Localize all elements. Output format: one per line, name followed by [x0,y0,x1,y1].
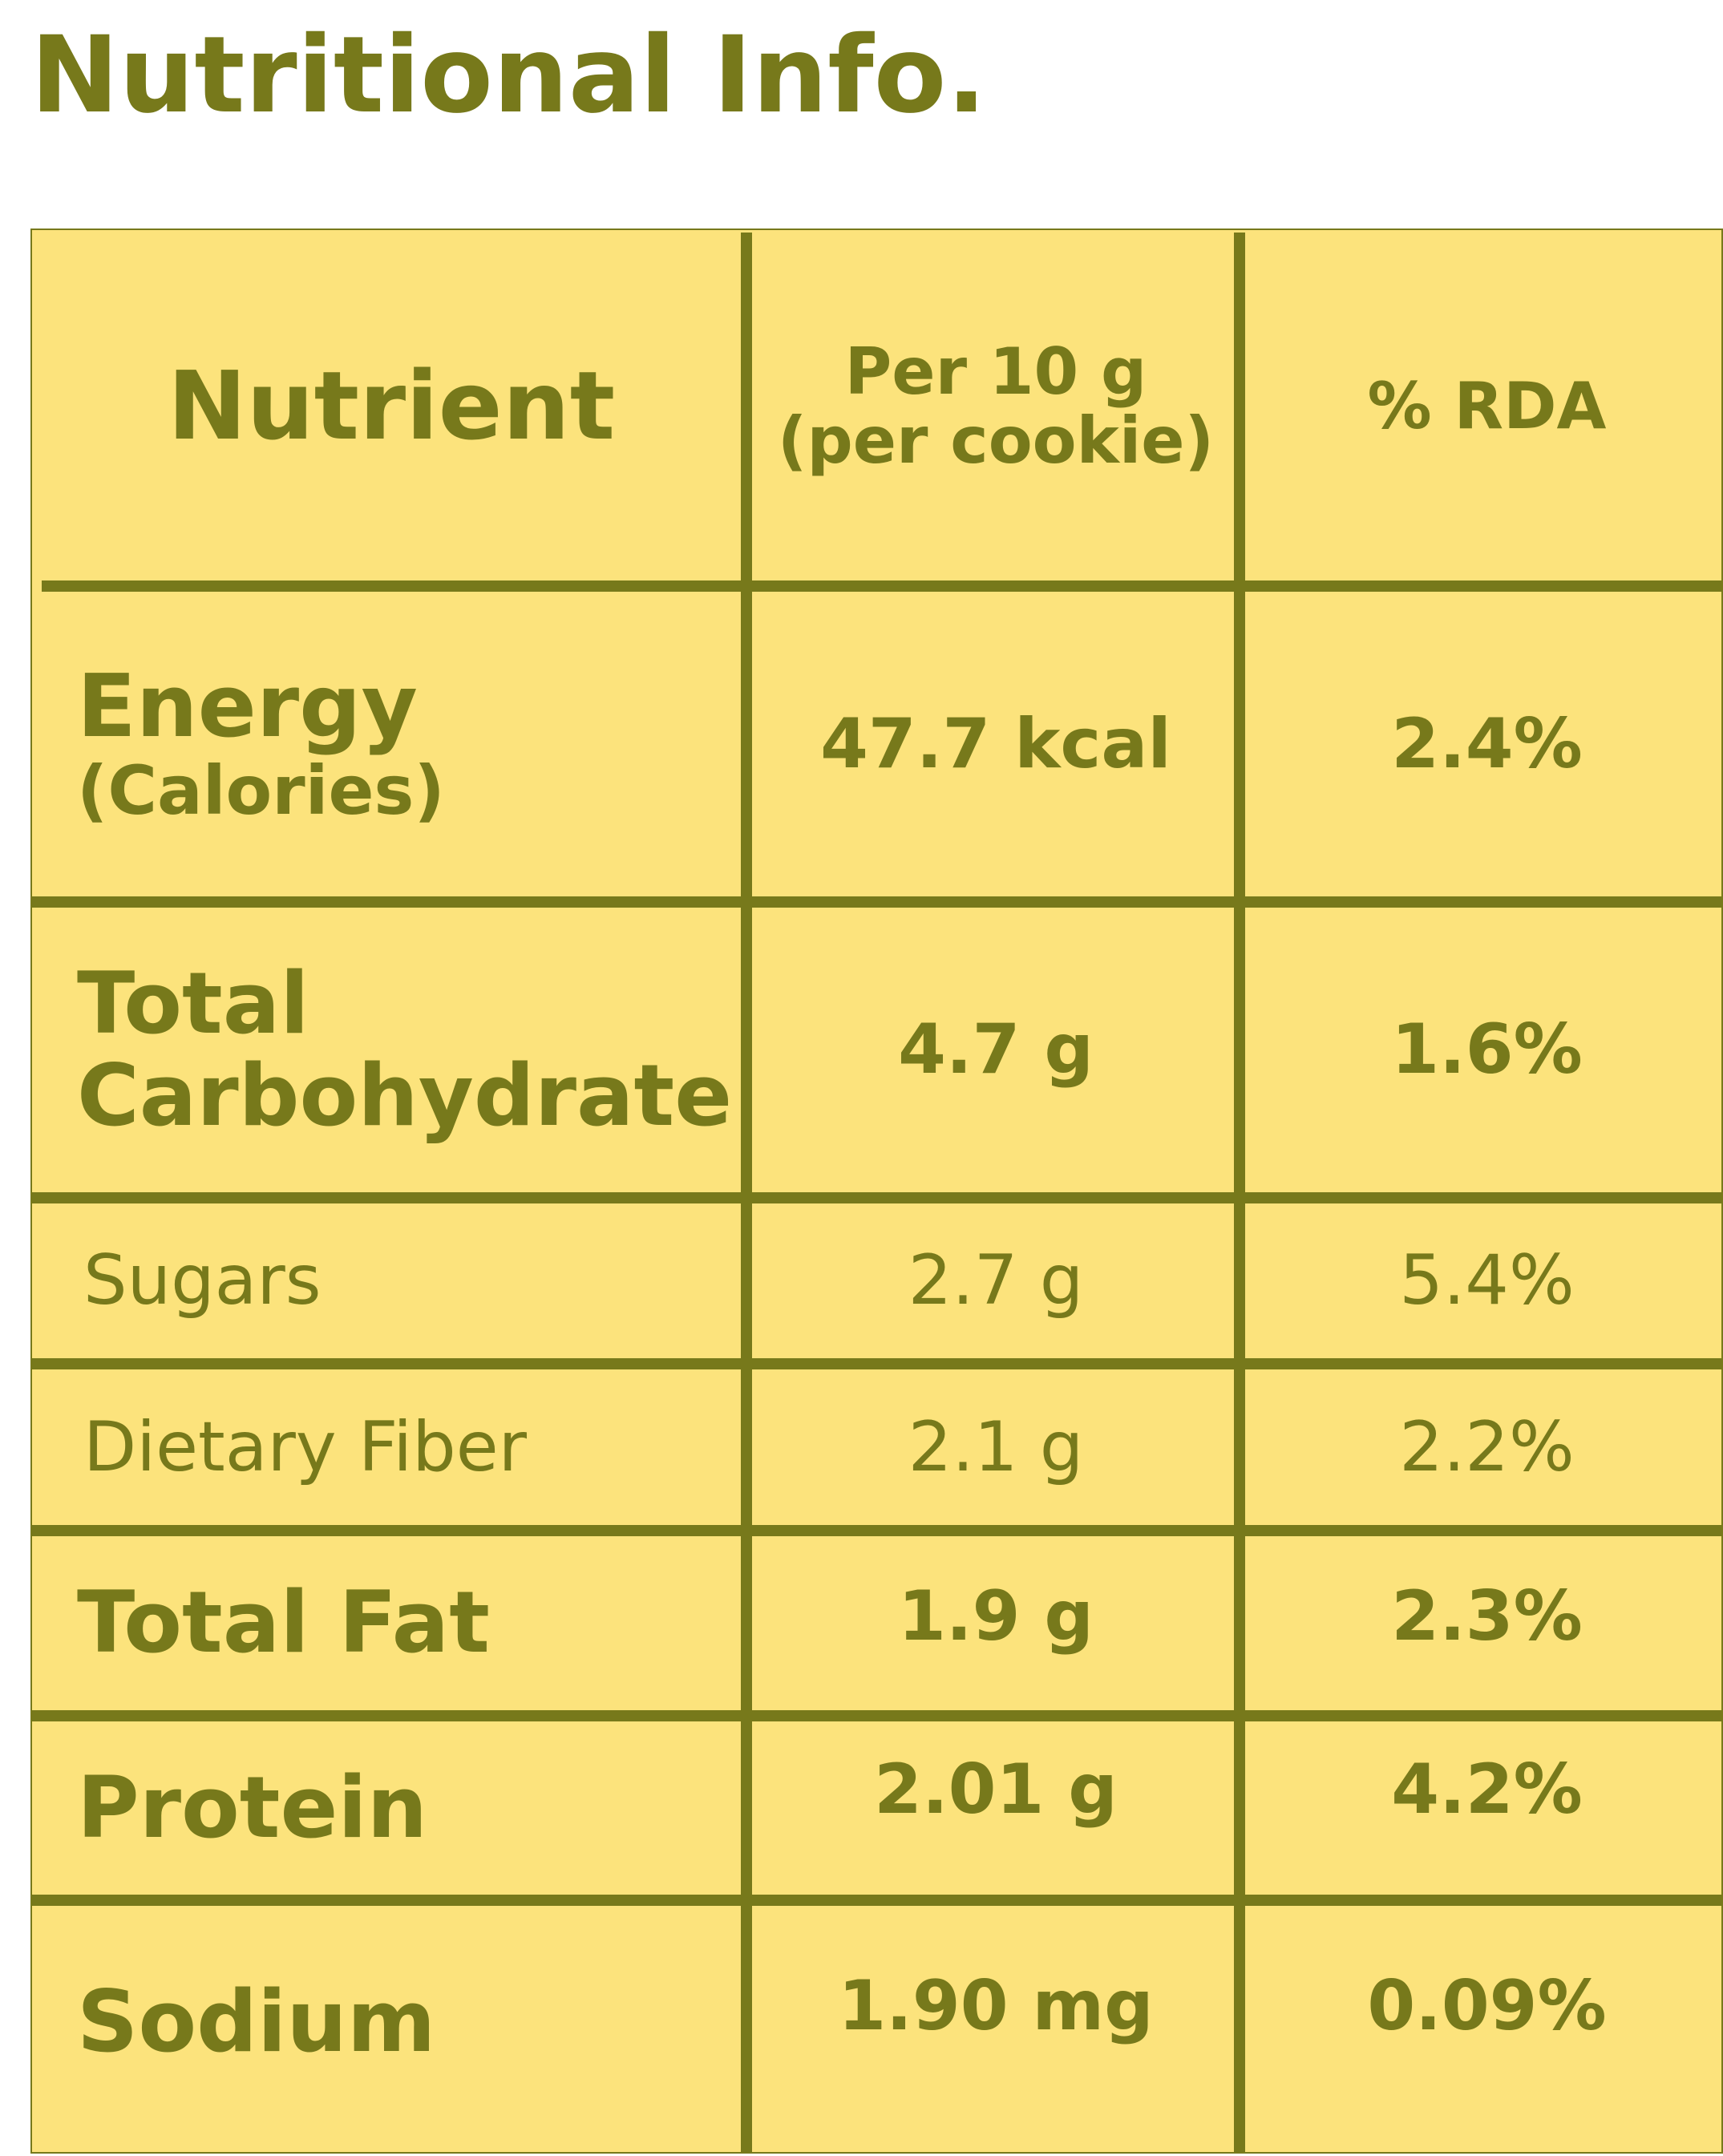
nutrient-sodium: Sodium [77,1972,436,2071]
nutrient-value: 1.90 mg [838,1965,1154,2046]
row-divider [30,1895,1723,1906]
nutrition-table [30,229,1723,2154]
nutrient-dietary-fiber: Dietary Fiber [83,1406,527,1487]
header-per-serving: Per 10 g (per cookie) [758,233,1234,580]
header-per-line1: Per 10 g [844,334,1147,409]
nutrient-rda: 2.2% [1399,1406,1575,1487]
nutrient-total-fat: Total Fat [77,1573,490,1673]
header-rda: % RDA [1367,368,1607,443]
nutrient-name-line2: Carbohydrate [77,1046,733,1145]
nutrient-value: 4.7 g [898,1009,1094,1090]
nutrient-rda: 1.6% [1391,1009,1583,1090]
header-per-line2: (per cookie) [777,403,1215,478]
nutrient-rda: 0.09% [1367,1965,1607,2046]
nutrient-protein: Protein [77,1758,428,1857]
nutrient-value: 2.1 g [908,1406,1084,1487]
header-divider [42,580,1723,592]
nutrient-sugars: Sugars [83,1240,322,1321]
nutrient-value: 1.9 g [898,1576,1094,1656]
nutrient-rda: 2.3% [1391,1576,1583,1656]
nutrient-subname: (Calories) [77,750,445,830]
nutrient-name: Energy [77,657,418,758]
nutrient-value: 2.01 g [874,1749,1118,1830]
nutrient-rda: 2.4% [1391,703,1583,784]
nutrient-rda: 4.2% [1391,1749,1583,1830]
nutrient-name-line1: Total [77,954,309,1054]
row-divider [30,1192,1723,1203]
nutrient-value: 47.7 kcal [820,703,1171,784]
header-nutrient: Nutrient [167,350,616,462]
nutrient-rda: 5.4% [1399,1240,1575,1321]
nutrient-energy: Energy (Calories) [42,592,741,896]
page-title: Nutritional Info. [30,14,987,137]
nutrient-total-carbohydrate: Total Carbohydrate [42,908,741,1192]
row-divider [30,1358,1723,1369]
row-divider [30,1710,1723,1721]
row-divider [30,1525,1723,1536]
row-divider [30,896,1723,908]
nutrient-value: 2.7 g [908,1240,1084,1321]
